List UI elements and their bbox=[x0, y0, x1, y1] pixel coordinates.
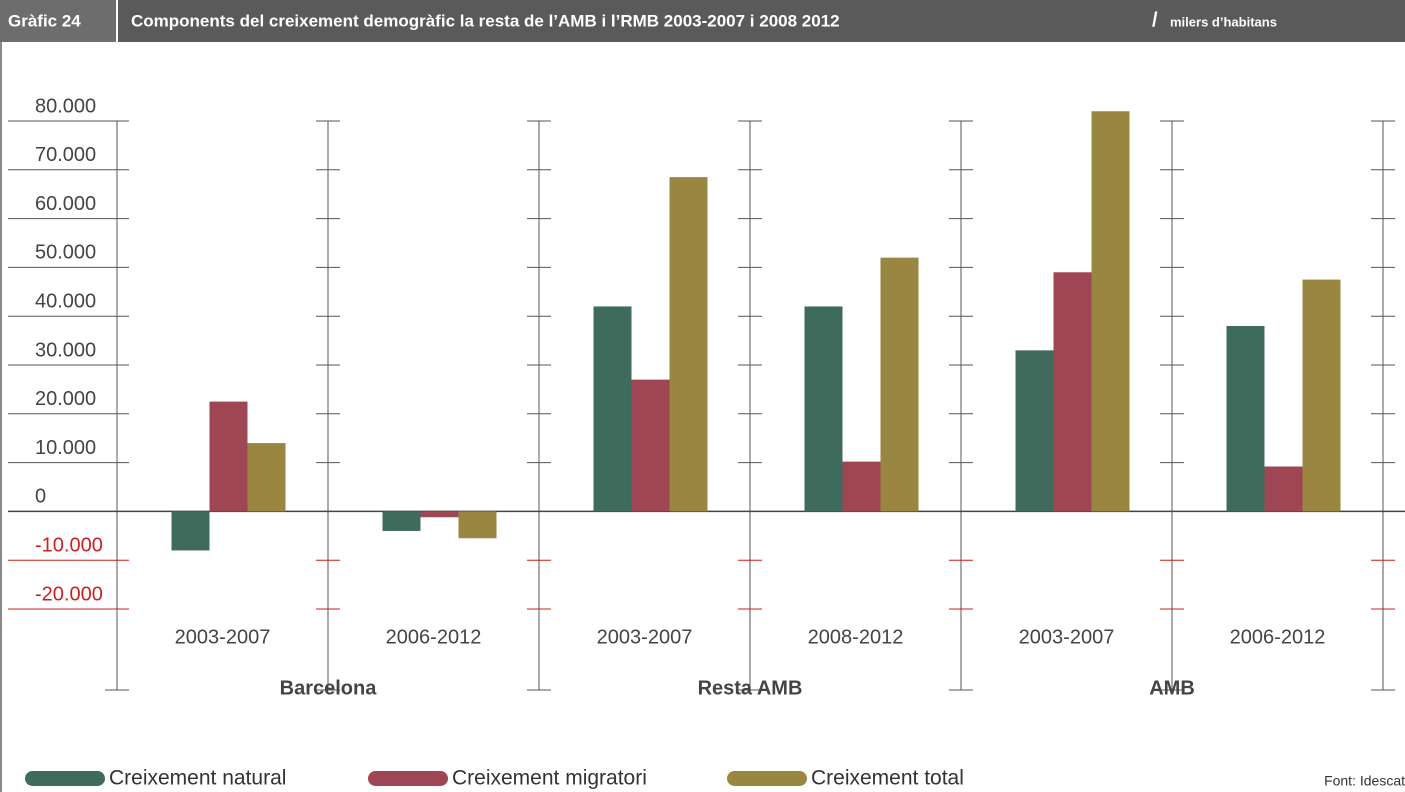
group-label: Barcelona bbox=[280, 677, 378, 699]
y-tick-label: 60.000 bbox=[35, 193, 96, 215]
bar bbox=[209, 401, 248, 512]
bar bbox=[631, 379, 670, 512]
bar bbox=[1091, 111, 1130, 512]
chart-label: Gràfic 24 bbox=[8, 11, 81, 30]
bar bbox=[1015, 350, 1054, 512]
header-bar bbox=[0, 0, 1405, 42]
bar bbox=[804, 306, 843, 512]
y-tick-label: -20.000 bbox=[35, 583, 103, 605]
chart-title: Components del creixement demogràfic la … bbox=[131, 11, 840, 30]
bar bbox=[171, 511, 210, 551]
y-tick-label: 40.000 bbox=[35, 290, 96, 312]
bar bbox=[880, 257, 919, 512]
y-tick-label: 10.000 bbox=[35, 437, 96, 459]
bar bbox=[420, 511, 459, 518]
y-tick-label: -10.000 bbox=[35, 534, 103, 556]
bar bbox=[1226, 325, 1265, 512]
legend-label: Creixement total bbox=[811, 767, 964, 790]
header-label-box bbox=[0, 0, 117, 42]
bar bbox=[669, 177, 708, 512]
legend-swatch bbox=[25, 771, 105, 786]
source: Font: Idescat bbox=[1324, 773, 1405, 789]
bar bbox=[458, 511, 497, 539]
legend-swatch bbox=[368, 771, 448, 786]
title-separator: / bbox=[1152, 9, 1158, 31]
bar bbox=[1302, 279, 1341, 512]
legend-label: Creixement natural bbox=[109, 767, 286, 790]
chart-subtitle: milers d’habitans bbox=[1170, 14, 1277, 29]
x-tick-label: 2006-2012 bbox=[386, 626, 482, 648]
bar bbox=[382, 511, 421, 531]
bar bbox=[1264, 466, 1303, 512]
bar bbox=[593, 306, 632, 512]
x-tick-label: 2008-2012 bbox=[808, 626, 904, 648]
bar bbox=[842, 461, 881, 512]
y-tick-label: 70.000 bbox=[35, 144, 96, 166]
y-tick-label: 0 bbox=[35, 486, 46, 508]
y-tick-label: 30.000 bbox=[35, 339, 96, 361]
y-tick-label: 20.000 bbox=[35, 388, 96, 410]
x-tick-label: 2003-2007 bbox=[597, 626, 693, 648]
x-tick-label: 2006-2012 bbox=[1230, 626, 1326, 648]
x-tick-label: 2003-2007 bbox=[175, 626, 271, 648]
group-label: AMB bbox=[1149, 677, 1195, 699]
y-tick-label: 50.000 bbox=[35, 242, 96, 264]
y-tick-label: 80.000 bbox=[35, 95, 96, 117]
bar bbox=[247, 443, 286, 512]
legend-swatch bbox=[727, 771, 807, 786]
legend-label: Creixement migratori bbox=[452, 767, 647, 790]
x-tick-label: 2003-2007 bbox=[1019, 626, 1115, 648]
bar bbox=[1053, 272, 1092, 512]
group-label: Resta AMB bbox=[698, 677, 803, 699]
